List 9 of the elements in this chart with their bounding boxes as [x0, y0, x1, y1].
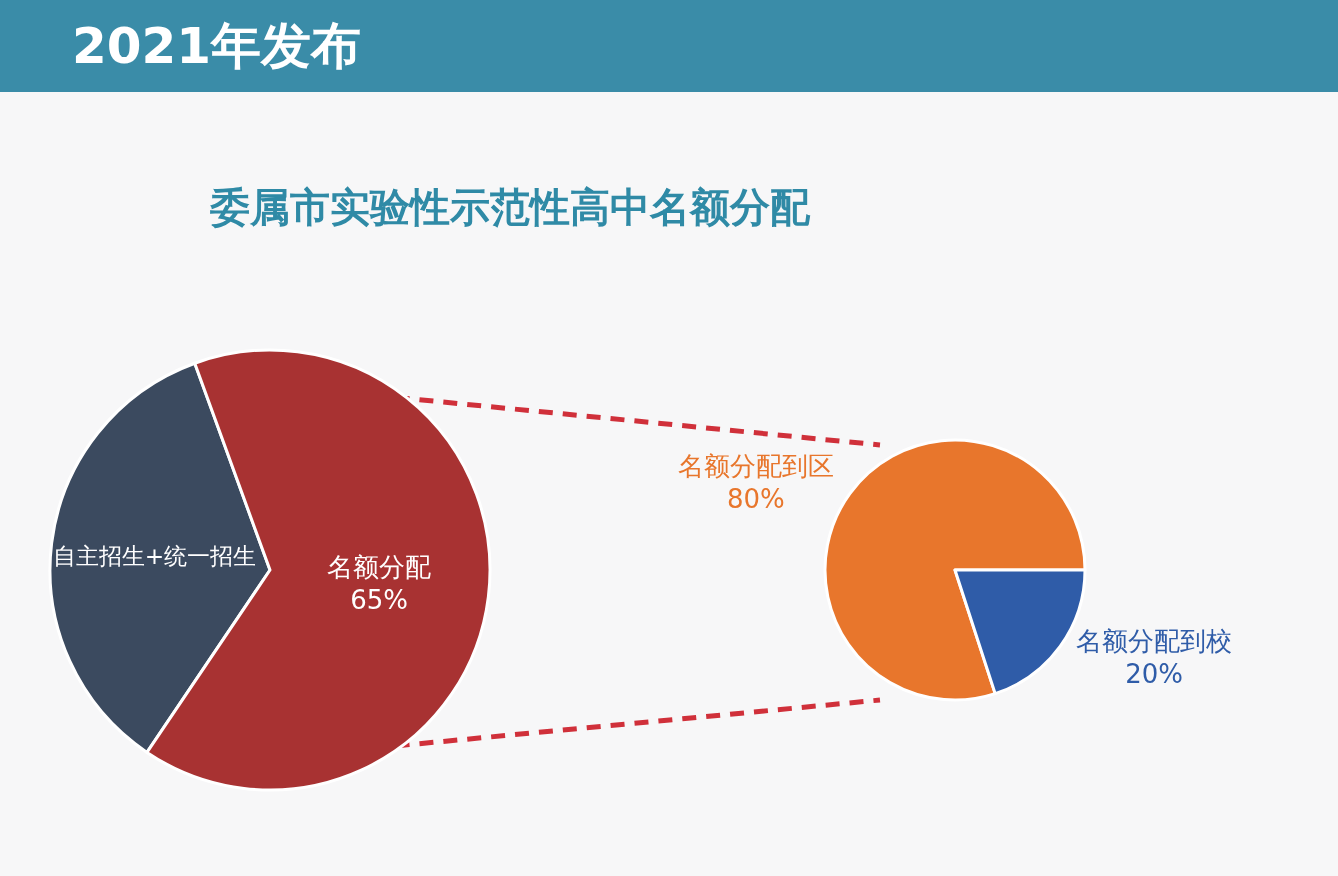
data-label: 65% [350, 585, 409, 616]
chart-subtitle: 委属市实验性示范性高中名额分配 [210, 183, 810, 232]
data-label: 80% [726, 484, 785, 515]
chart-title: 2021年发布 [0, 0, 1338, 92]
slice-label: 名额分配到区 [677, 450, 834, 481]
slice-label: 名额分配到校 [1076, 625, 1233, 656]
slice-label: 名额分配 [327, 551, 432, 582]
slice-label: 自主招生+统一招生 [52, 541, 257, 569]
data-label: 20% [1125, 659, 1184, 690]
